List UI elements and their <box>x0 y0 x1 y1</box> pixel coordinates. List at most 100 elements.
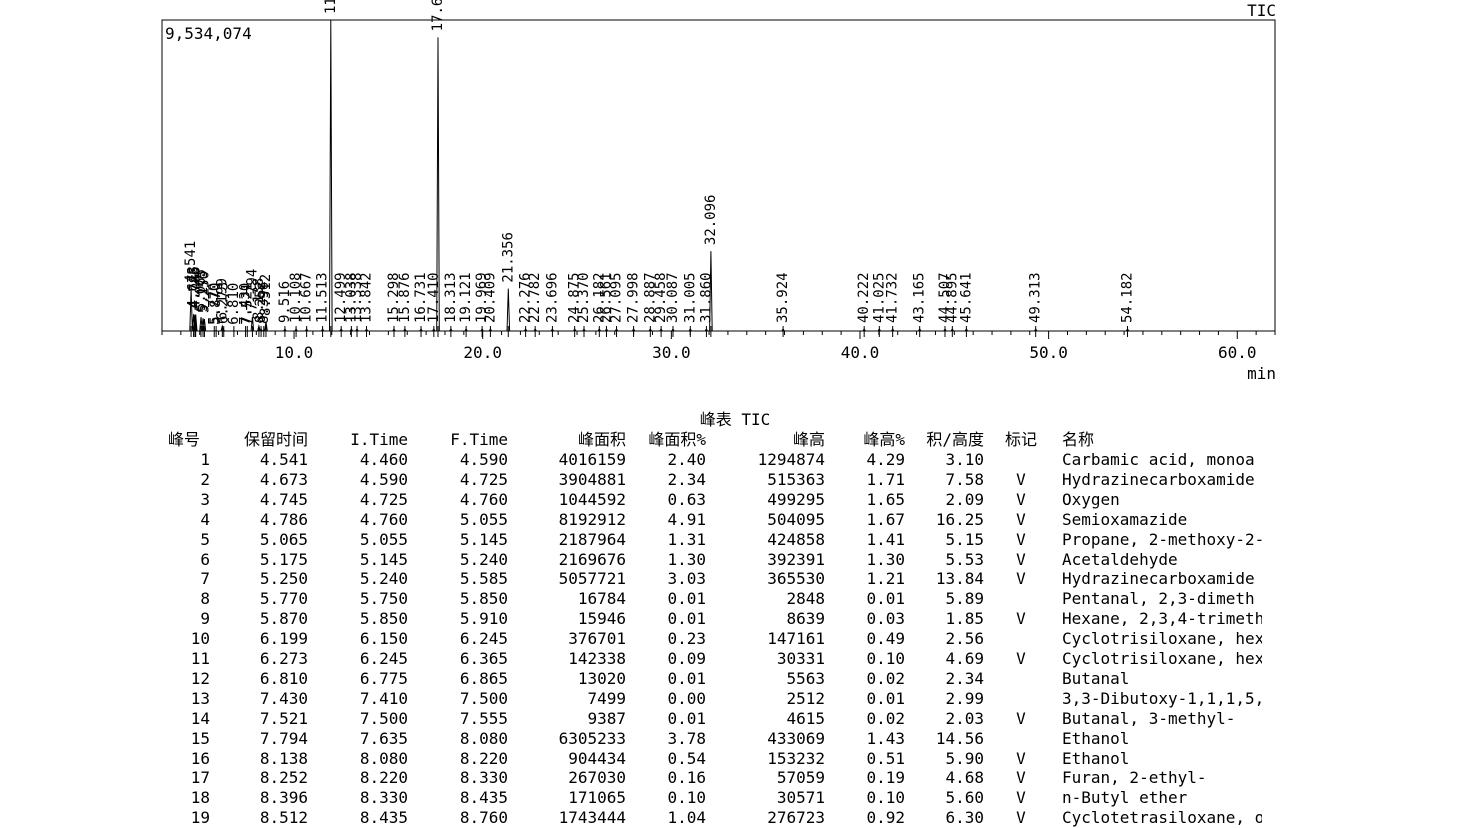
table-cell: 6.245 <box>359 649 408 668</box>
table-cell: 0.03 <box>866 609 905 629</box>
table-cell: Carbamic acid, monoa <box>1062 450 1255 469</box>
table-cell: 57059 <box>776 768 825 788</box>
peak-label: 16.731 <box>413 272 429 323</box>
header-cell: 峰号 <box>168 430 201 449</box>
table-cell: 7.58 <box>945 469 984 489</box>
table-cell: 3.10 <box>945 450 984 469</box>
table-cell: 5057721 <box>558 569 626 589</box>
table-cell: 2512 <box>786 688 825 708</box>
table-cell: 0.01 <box>866 589 905 609</box>
table-row: 19 8.512 8.435 8.760 1743444 1.04 276723 0.92 6.… <box>160 808 1270 828</box>
table-cell: 5.870 <box>259 609 308 629</box>
table-cell: 8.080 <box>459 728 508 748</box>
table-cell: 0.01 <box>667 708 706 728</box>
peak-label: 28.887 <box>642 272 658 323</box>
table-cell: V <box>1016 549 1026 569</box>
peak-label: 26.561 <box>599 272 615 323</box>
peak-label: 32.096 <box>703 195 719 246</box>
peak-label: 8.512 <box>258 274 274 316</box>
peak-label: 29.458 <box>653 272 669 323</box>
table-row: 11 6.273 6.245 6.365 142338 0.09 30331 0.10 4.69… <box>160 649 1270 669</box>
x-tick-label: 60.0 <box>1218 343 1257 362</box>
peak-label: 45.641 <box>958 272 974 323</box>
table-cell: 16784 <box>577 589 626 609</box>
table-row: 18 8.396 8.330 8.435 171065 0.10 30571 0.10 5.60… <box>160 788 1270 808</box>
table-cell: 3904881 <box>558 469 626 489</box>
table-row: 12 6.810 6.775 6.865 13020 0.01 5563 0.02 2.34 Bu… <box>160 669 1270 689</box>
x-tick-label: 20.0 <box>463 343 502 362</box>
table-cell: 2169676 <box>558 549 626 569</box>
peak-label: 8.138 <box>251 278 267 320</box>
table-cell: V <box>1016 649 1026 668</box>
table-cell: 4.786 <box>259 509 308 529</box>
table-cell: 7.410 <box>359 688 408 708</box>
table-cell: 4.460 <box>359 450 408 469</box>
table-cell: 2848 <box>786 589 825 609</box>
table-cell: Ethanol <box>1062 748 1130 768</box>
peak-label: 23.696 <box>544 272 560 323</box>
peak-label: 27.998 <box>626 272 642 323</box>
table-cell: V <box>1016 609 1026 629</box>
table-cell: Hydrazinecarboxamide <box>1062 469 1255 489</box>
header-cell: 名称 <box>1062 430 1095 449</box>
table-cell: 171065 <box>568 788 626 808</box>
table-cell: 10 <box>190 629 210 649</box>
table-cell: 7.500 <box>359 708 408 728</box>
peak-label: 49.313 <box>1028 272 1044 323</box>
table-cell: 5.240 <box>459 549 508 569</box>
table-cell: Butanal, 3-methyl- <box>1062 708 1236 728</box>
peak-label: 27.095 <box>609 272 625 323</box>
peak-label: 18.313 <box>443 272 459 323</box>
peak-label: 15.298 <box>386 272 402 323</box>
table-cell: Acetaldehyde <box>1062 549 1178 569</box>
table-cell: 6305233 <box>558 728 626 748</box>
table-row: 17 8.252 8.220 8.330 267030 0.16 57059 0.19 4.68… <box>160 768 1270 788</box>
peak-label: 5.870 <box>208 283 224 325</box>
chart-title: TIC <box>1247 1 1276 20</box>
peak-label: 5.250 <box>196 271 212 313</box>
table-cell: 14.56 <box>935 728 984 748</box>
header-cell: 积/高度 <box>926 430 984 449</box>
table-row: 8 5.770 5.750 5.850 16784 0.01 2848 0.01 5.89 Pen… <box>160 589 1270 609</box>
table-cell: 3 <box>200 489 210 509</box>
peak-label: 7.521 <box>239 283 255 325</box>
peak-label: 54.182 <box>1120 272 1136 323</box>
peak-label: 13.338 <box>349 272 365 323</box>
peak-label: 10.667 <box>299 272 315 323</box>
table-cell: 5.750 <box>359 589 408 609</box>
table-cell: 0.92 <box>866 808 905 828</box>
table-cell: 0.49 <box>866 629 905 649</box>
header-cell: 标记 <box>1004 430 1037 449</box>
table-cell: 0.01 <box>667 668 706 688</box>
table-cell: 1.04 <box>667 808 706 828</box>
table-cell: 6.150 <box>359 629 408 649</box>
table-cell: 8.435 <box>459 788 508 808</box>
table-cell: 7.635 <box>359 728 408 748</box>
table-cell: n-Butyl ether <box>1062 788 1188 808</box>
peak-label: 10.108 <box>288 272 304 323</box>
table-cell: 3.03 <box>667 569 706 589</box>
table-cell: Ethanol <box>1062 728 1130 748</box>
peak-table-caption: 峰表 TIC <box>699 410 771 429</box>
peak-label: 40.222 <box>856 272 872 323</box>
peak-label: 17.410 <box>426 272 442 323</box>
header-cell: I.Time <box>350 430 408 449</box>
table-cell: 0.01 <box>866 688 905 708</box>
table-cell: 11 <box>190 649 210 668</box>
table-cell: 5.175 <box>259 549 308 569</box>
table-cell: 904434 <box>568 748 626 768</box>
table-cell: 5.90 <box>945 748 984 768</box>
x-axis-ticks: 10.0 20.0 30.0 40.0 50.0 60.0 <box>161 331 1276 362</box>
table-cell: 433069 <box>767 728 825 748</box>
table-cell: 4.760 <box>359 509 408 529</box>
peak-label: 15.876 <box>397 272 413 323</box>
table-cell: 499295 <box>767 489 825 509</box>
table-cell: 515363 <box>767 469 825 489</box>
header-cell: 保留时间 <box>243 430 308 449</box>
table-cell: V <box>1016 569 1026 589</box>
peak-label: 4.541 <box>183 241 199 283</box>
table-cell: 6.810 <box>259 668 308 688</box>
table-cell: 6.365 <box>459 649 508 668</box>
peak-series: 4.5414.6734.7454.7865.0655.1755.2505.770… <box>162 0 1275 337</box>
table-cell: 7.555 <box>459 708 508 728</box>
